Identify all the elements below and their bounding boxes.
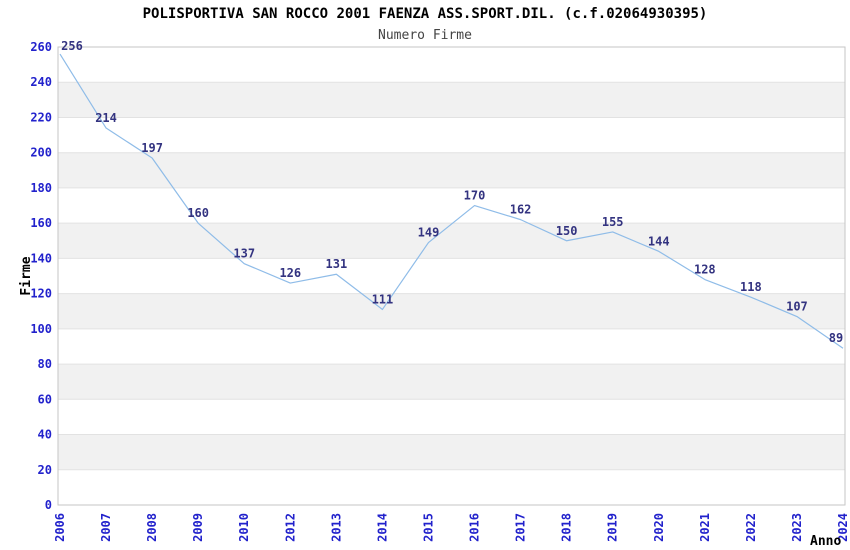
x-tick-label: 2017 (514, 513, 528, 542)
x-tick-label: 2013 (329, 513, 343, 542)
y-tick-label: 40 (38, 428, 52, 442)
x-tick-label: 2023 (790, 513, 804, 542)
x-tick-label: 2016 (468, 513, 482, 542)
grid-band (58, 293, 845, 329)
x-tick-label: 2010 (237, 513, 251, 542)
x-tick-label: 2015 (421, 513, 435, 542)
x-tick-label: 2006 (53, 513, 67, 542)
data-label: 150 (556, 224, 578, 238)
y-tick-label: 0 (45, 498, 52, 512)
chart-subtitle: Numero Firme (378, 28, 472, 43)
data-label: 89 (829, 331, 843, 345)
x-tick-label: 2022 (744, 513, 758, 542)
data-line (59, 53, 844, 349)
grid-band (58, 152, 845, 188)
data-label: 118 (740, 280, 762, 294)
y-tick-label: 240 (30, 75, 52, 89)
data-label: 128 (694, 263, 716, 277)
y-tick-label: 60 (38, 392, 52, 406)
y-tick-label: 160 (30, 216, 52, 230)
x-tick-label: 2019 (606, 513, 620, 542)
y-tick-label: 260 (30, 40, 52, 54)
y-tick-label: 120 (30, 287, 52, 301)
data-label: 162 (510, 203, 532, 217)
grid-band (58, 364, 845, 400)
data-label: 144 (648, 234, 670, 248)
x-axis-title: Anno (810, 534, 841, 549)
data-label: 111 (372, 292, 394, 306)
x-tick-label: 2007 (99, 513, 113, 542)
x-tick-label: 2014 (375, 513, 389, 542)
y-tick-label: 80 (38, 357, 52, 371)
data-label: 170 (464, 189, 486, 203)
x-tick-label: 2021 (698, 513, 712, 542)
data-label: 160 (187, 206, 209, 220)
y-tick-label: 140 (30, 251, 52, 265)
grid-band (58, 223, 845, 259)
y-tick-label: 100 (30, 322, 52, 336)
x-tick-label: 2024 (836, 513, 850, 542)
y-tick-label: 220 (30, 110, 52, 124)
x-tick-label: 2008 (145, 513, 159, 542)
chart-title: POLISPORTIVA SAN ROCCO 2001 FAENZA ASS.S… (142, 6, 708, 22)
plot-border (57, 46, 846, 506)
y-axis-title: Firme (19, 256, 34, 295)
grid-band (58, 434, 845, 470)
y-tick-label: 200 (30, 146, 52, 160)
x-tick-label: 2009 (191, 513, 205, 542)
y-tick-label: 180 (30, 181, 52, 195)
data-label: 149 (418, 226, 440, 240)
y-tick-label: 20 (38, 463, 52, 477)
x-tick-label: 2020 (652, 513, 666, 542)
data-label: 197 (141, 141, 163, 155)
data-label: 131 (326, 257, 348, 271)
data-label: 126 (279, 266, 301, 280)
data-label: 107 (786, 300, 808, 314)
x-tick-label: 2018 (560, 513, 574, 542)
grid-band (58, 82, 845, 118)
x-tick-label: 2012 (283, 513, 297, 542)
data-label: 155 (602, 215, 624, 229)
data-label: 137 (233, 247, 255, 261)
data-label: 214 (95, 111, 117, 125)
data-label: 256 (61, 39, 83, 53)
